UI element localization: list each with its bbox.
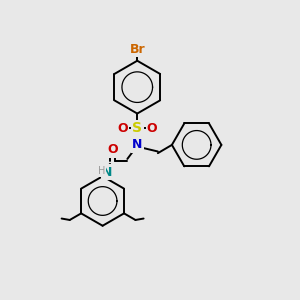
- Text: H: H: [98, 166, 106, 176]
- Text: N: N: [102, 166, 113, 178]
- Text: S: S: [132, 122, 142, 135]
- Text: Br: Br: [129, 43, 145, 56]
- Text: N: N: [132, 138, 142, 152]
- Text: O: O: [107, 143, 118, 156]
- Text: O: O: [147, 122, 158, 135]
- Text: O: O: [117, 122, 128, 135]
